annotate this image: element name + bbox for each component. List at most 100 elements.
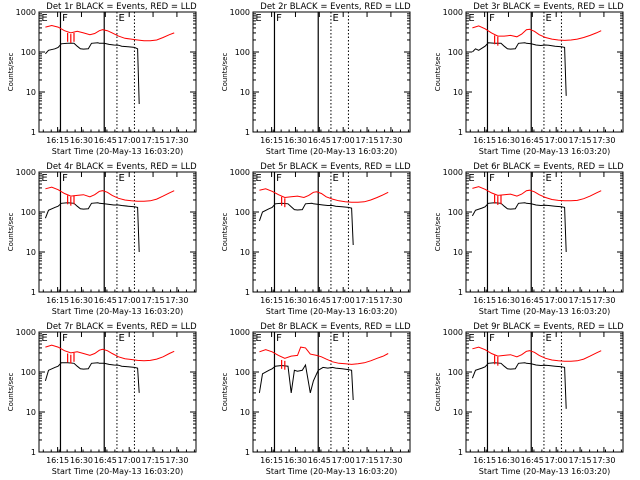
x-tick-label: 16:30 [497, 136, 520, 145]
x-tick-label: 17:15 [569, 456, 592, 465]
x-tick-label: 17:00 [118, 136, 141, 145]
x-tick-label: 16:15 [260, 296, 283, 305]
x-axis-label: Start Time (20-May-13 16:03:20) [52, 467, 183, 476]
panel-det-9: Det 9r BLACK = Events, RED = LLD Start Ti… [434, 322, 624, 476]
flag-label: E [546, 13, 552, 24]
panel-title: Det 7r BLACK = Events, RED = LLD [46, 322, 197, 332]
panel-det-2: Det 2r BLACK = Events, RED = LLD Start Ti… [221, 2, 411, 156]
x-tick-label: 17:15 [142, 136, 165, 145]
flag-label: E [119, 333, 125, 344]
x-tick-label: 17:00 [545, 136, 568, 145]
x-tick-label: 16:45 [521, 296, 544, 305]
y-axis-label: Counts/sec [221, 373, 229, 412]
lld-rate-line [45, 24, 175, 42]
x-tick-label: 17:30 [165, 456, 188, 465]
x-tick-label: 17:00 [545, 456, 568, 465]
plot-frame [465, 331, 624, 453]
event-rate-line [45, 42, 140, 105]
y-tick-label: 1000 [16, 8, 36, 17]
event-rate-line [258, 202, 354, 246]
y-tick-label: 100 [448, 48, 463, 57]
flag-label: F [276, 13, 282, 24]
flag-label: E [468, 13, 474, 24]
y-tick-label: 1000 [443, 328, 463, 337]
lld-rate-line [472, 346, 602, 362]
y-tick-label: 1 [458, 448, 463, 457]
x-tick-label: 17:00 [118, 296, 141, 305]
panel-det-6: Det 6r BLACK = Events, RED = LLD Start Ti… [434, 162, 624, 316]
x-tick-label: 17:00 [118, 456, 141, 465]
flag-label: F [276, 173, 282, 184]
x-tick-label: 17:15 [356, 456, 379, 465]
y-tick-label: 100 [21, 208, 36, 217]
x-tick-label: 16:15 [46, 136, 69, 145]
y-axis-label: Counts/sec [221, 53, 229, 92]
x-tick-label: 16:15 [46, 456, 69, 465]
x-tick-label: 16:30 [70, 296, 93, 305]
x-tick-label: 16:45 [308, 296, 331, 305]
x-axis-label: Start Time (20-May-13 16:03:20) [52, 147, 183, 156]
y-tick-label: 10 [240, 408, 250, 417]
y-tick-label: 100 [235, 208, 250, 217]
x-tick-label: 16:30 [284, 456, 307, 465]
panel-det-3: Det 3r BLACK = Events, RED = LLD Start Ti… [434, 2, 624, 156]
x-tick-label: 16:30 [497, 456, 520, 465]
panel-det-5: Det 5r BLACK = Events, RED = LLD Start Ti… [221, 162, 411, 316]
y-tick-label: 10 [453, 88, 463, 97]
event-rate-line [44, 362, 140, 393]
y-axis-label: Counts/sec [434, 53, 442, 92]
panel-det-1: Det 1r BLACK = Events, RED = LLD Start Ti… [7, 2, 197, 156]
lld-rate-line [45, 186, 175, 202]
x-tick-label: 17:15 [569, 136, 592, 145]
plot-frame [465, 11, 624, 133]
y-tick-label: 100 [21, 48, 36, 57]
flag-label: E [333, 173, 339, 184]
x-tick-label: 16:15 [260, 136, 283, 145]
x-tick-label: 17:30 [592, 296, 615, 305]
y-axis-label: Counts/sec [7, 213, 15, 252]
x-tick-label: 17:15 [142, 456, 165, 465]
lld-rate-line [45, 344, 175, 362]
panel-title: Det 6r BLACK = Events, RED = LLD [473, 162, 624, 172]
panel-title: Det 2r BLACK = Events, RED = LLD [260, 2, 411, 12]
x-axis-label: Start Time (20-May-13 16:03:20) [479, 147, 610, 156]
y-tick-label: 10 [26, 248, 36, 257]
x-tick-label: 17:00 [545, 296, 568, 305]
x-axis-label: Start Time (20-May-13 16:03:20) [52, 307, 183, 316]
plot-frame [252, 331, 411, 453]
y-tick-label: 1000 [230, 328, 250, 337]
flag-label: E [119, 173, 125, 184]
y-axis-label: Counts/sec [434, 373, 442, 412]
plot-frame [465, 171, 624, 293]
y-tick-label: 10 [26, 88, 36, 97]
y-tick-label: 10 [453, 408, 463, 417]
x-tick-label: 17:30 [165, 136, 188, 145]
x-tick-label: 16:15 [473, 456, 496, 465]
x-tick-label: 17:00 [332, 136, 355, 145]
lld-rate-line [472, 25, 602, 41]
y-tick-label: 100 [21, 368, 36, 377]
x-tick-label: 16:15 [473, 296, 496, 305]
y-tick-label: 100 [235, 48, 250, 57]
x-tick-label: 16:45 [308, 456, 331, 465]
x-axis-label: Start Time (20-May-13 16:03:20) [479, 467, 610, 476]
flag-label: E [255, 13, 261, 24]
y-tick-label: 100 [235, 368, 250, 377]
plot-frame [252, 171, 411, 293]
lld-rate-line [259, 346, 389, 365]
y-axis-label: Counts/sec [221, 213, 229, 252]
flag-label: E [468, 333, 474, 344]
y-tick-label: 1 [458, 128, 463, 137]
x-tick-label: 17:15 [569, 296, 592, 305]
x-tick-label: 16:45 [94, 296, 117, 305]
x-tick-label: 16:30 [70, 136, 93, 145]
event-rate-line [472, 42, 567, 96]
flag-label: F [489, 333, 495, 344]
x-tick-label: 17:15 [142, 296, 165, 305]
x-tick-label: 17:30 [592, 136, 615, 145]
x-tick-label: 17:30 [165, 296, 188, 305]
x-tick-label: 16:45 [308, 136, 331, 145]
panel-title: Det 8r BLACK = Events, RED = LLD [260, 322, 411, 332]
x-axis-label: Start Time (20-May-13 16:03:20) [479, 307, 610, 316]
